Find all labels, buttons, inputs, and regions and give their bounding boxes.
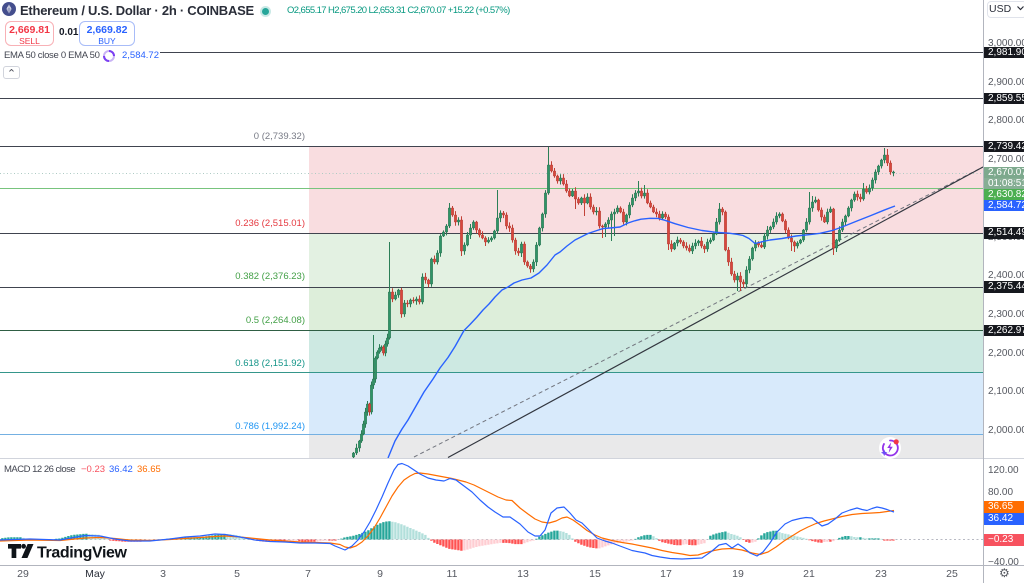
svg-text:TradingView: TradingView — [37, 545, 128, 562]
